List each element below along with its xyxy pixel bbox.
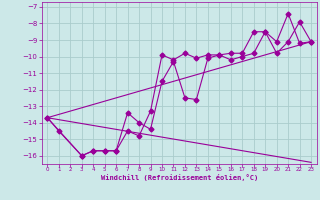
X-axis label: Windchill (Refroidissement éolien,°C): Windchill (Refroidissement éolien,°C) (100, 174, 258, 181)
